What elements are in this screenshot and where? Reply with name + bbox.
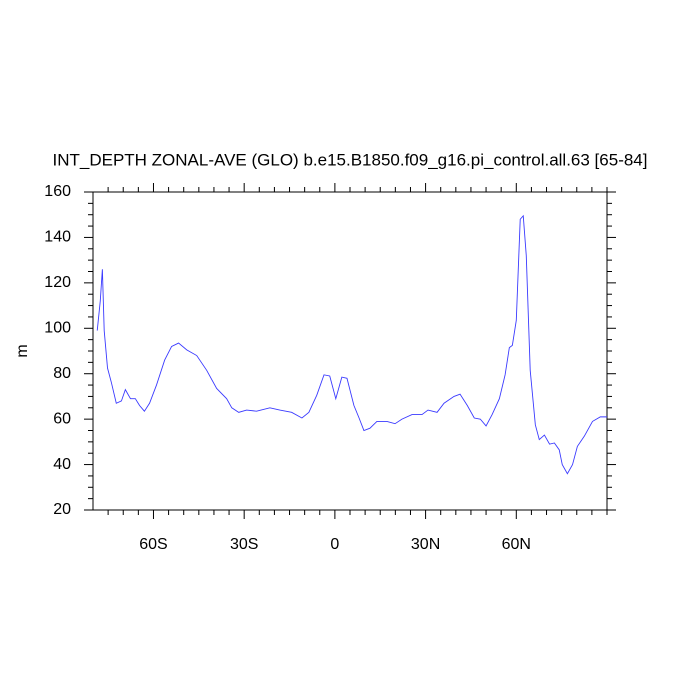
y-tick-label: 160 [44,183,71,200]
x-tick-label: 30N [411,536,440,553]
y-tick-label: 120 [44,274,71,291]
y-tick-label: 100 [44,320,71,337]
chart-title: INT_DEPTH ZONAL-AVE (GLO) b.e15.B1850.f0… [53,150,648,169]
y-axis-label: m [14,344,31,357]
data-line [96,214,607,475]
y-tick-label: 140 [44,229,71,246]
x-tick-label: 30S [230,536,258,553]
y-tick-label: 20 [53,501,71,518]
plot-frame [92,191,608,511]
x-tick-label: 60N [502,536,531,553]
x-tick-label: 60S [139,536,167,553]
x-tick-label: 0 [330,536,339,553]
y-tick-label: 60 [53,410,71,427]
y-tick-label: 80 [53,365,71,382]
y-tick-label: 40 [53,456,71,473]
